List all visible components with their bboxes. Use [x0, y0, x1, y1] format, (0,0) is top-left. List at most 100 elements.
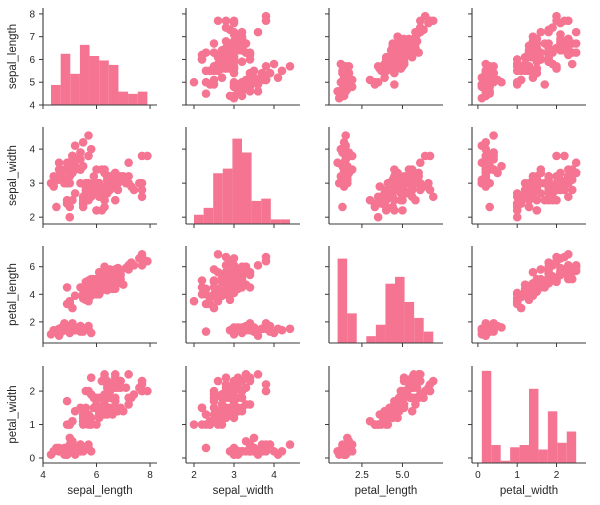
scatter-point — [571, 27, 581, 37]
scatter-point — [65, 433, 75, 443]
scatter-point — [221, 261, 231, 270]
scatter-point — [404, 376, 414, 386]
scatter-point — [94, 406, 104, 416]
scatter-point — [113, 185, 123, 195]
scatter-point — [564, 249, 573, 259]
scatter-point — [100, 202, 109, 212]
scatter-point — [221, 16, 231, 26]
scatter-point — [489, 75, 498, 85]
panel-petal_width-vs-sepal_width: 2 3 4 — [182, 366, 300, 481]
panel-sepal_length-vs-sepal_length: 4 5 6 7 8 — [29, 8, 157, 112]
scatter-point — [398, 206, 407, 215]
scatter-point — [97, 270, 107, 280]
scatter-point — [412, 376, 422, 386]
scatter-point — [552, 273, 561, 283]
scatter-point — [209, 416, 219, 426]
scatter-point — [124, 370, 133, 379]
scatter-point — [556, 168, 565, 178]
scatter-point — [245, 270, 255, 280]
x-tick-label: 0 — [475, 470, 481, 481]
scatter-point — [420, 386, 430, 396]
scatter-point — [249, 77, 259, 87]
scatter-point — [532, 68, 542, 78]
scatter-point — [343, 433, 352, 443]
scatter-point — [524, 61, 534, 71]
scatter-point — [386, 50, 396, 60]
scatter-point — [209, 80, 219, 89]
hist-bar — [70, 73, 80, 105]
scatter-point — [339, 178, 349, 188]
scatter-point — [84, 195, 93, 205]
panel-petal_width-vs-sepal_length: 0 1 2 4 6 8 — [29, 366, 157, 481]
scatter-point — [209, 276, 219, 285]
scatter-point — [110, 266, 120, 276]
scatter-point — [381, 206, 391, 215]
y-tick-label: 8 — [29, 9, 35, 20]
hist-bar — [395, 276, 405, 343]
scatter-point — [536, 27, 546, 37]
scatter-point — [571, 266, 581, 276]
scatter-point — [70, 189, 80, 198]
scatter-point — [415, 16, 425, 26]
scatter-point — [76, 403, 85, 413]
scatter-point — [221, 288, 231, 298]
scatter-point — [110, 280, 120, 289]
scatter-point — [383, 61, 393, 71]
scatter-point — [390, 195, 399, 205]
scatter-point — [404, 165, 414, 174]
scatter-point — [393, 39, 402, 48]
hist-bar — [280, 219, 290, 224]
scatter-point — [60, 178, 69, 188]
scatter-point — [377, 420, 386, 429]
scatter-point — [512, 202, 522, 212]
scatter-point — [245, 376, 255, 386]
scatter-point — [399, 178, 409, 188]
scatter-point — [428, 376, 438, 386]
scatter-point — [105, 386, 115, 396]
scatter-point — [497, 323, 506, 332]
scatter-point — [201, 77, 211, 87]
scatter-point — [257, 71, 267, 80]
scatter-point — [339, 87, 349, 96]
scatter-point — [221, 48, 231, 57]
scatter-point — [70, 291, 80, 300]
scatter-point — [365, 416, 375, 426]
hist-bar — [128, 93, 138, 105]
scatter-point — [257, 324, 267, 334]
scatter-point — [401, 43, 411, 53]
scatter-point — [124, 400, 133, 409]
scatter-point — [425, 185, 435, 195]
scatter-point — [229, 376, 239, 386]
hist-bar — [510, 447, 520, 463]
scatter-point — [245, 400, 255, 409]
scatter-point — [373, 192, 383, 202]
scatter-point — [532, 206, 542, 215]
scatter-point — [116, 383, 125, 393]
x-axis-label-petal_width: petal_width — [500, 485, 558, 497]
panel-petal_length-vs-sepal_length: 2 4 6 — [29, 246, 157, 347]
y-tick-label: 7 — [29, 32, 35, 43]
hist-bar — [423, 331, 434, 343]
hist-bar — [251, 200, 262, 224]
scatter-point — [273, 73, 283, 82]
scatter-point — [97, 285, 107, 295]
scatter-point — [189, 77, 199, 87]
scatter-point — [485, 202, 494, 212]
scatter-point — [137, 192, 147, 202]
scatter-point — [110, 376, 120, 386]
y-tick-label: 3 — [29, 179, 35, 190]
scatter-point — [221, 410, 231, 419]
scatter-point — [129, 390, 139, 399]
scatter-point — [512, 212, 522, 222]
scatter-point — [124, 178, 133, 188]
scatter-point — [89, 274, 99, 284]
hist-bar — [566, 431, 577, 463]
scatter-point — [383, 410, 393, 419]
x-axis-label-sepal_width: sepal_width — [213, 485, 274, 497]
panel-sepal_length-vs-petal_length — [325, 8, 443, 109]
scatter-point — [485, 178, 494, 188]
scatter-point — [65, 212, 75, 222]
scatter-point — [189, 296, 199, 306]
scatter-point — [404, 50, 414, 60]
scatter-point — [221, 252, 231, 262]
